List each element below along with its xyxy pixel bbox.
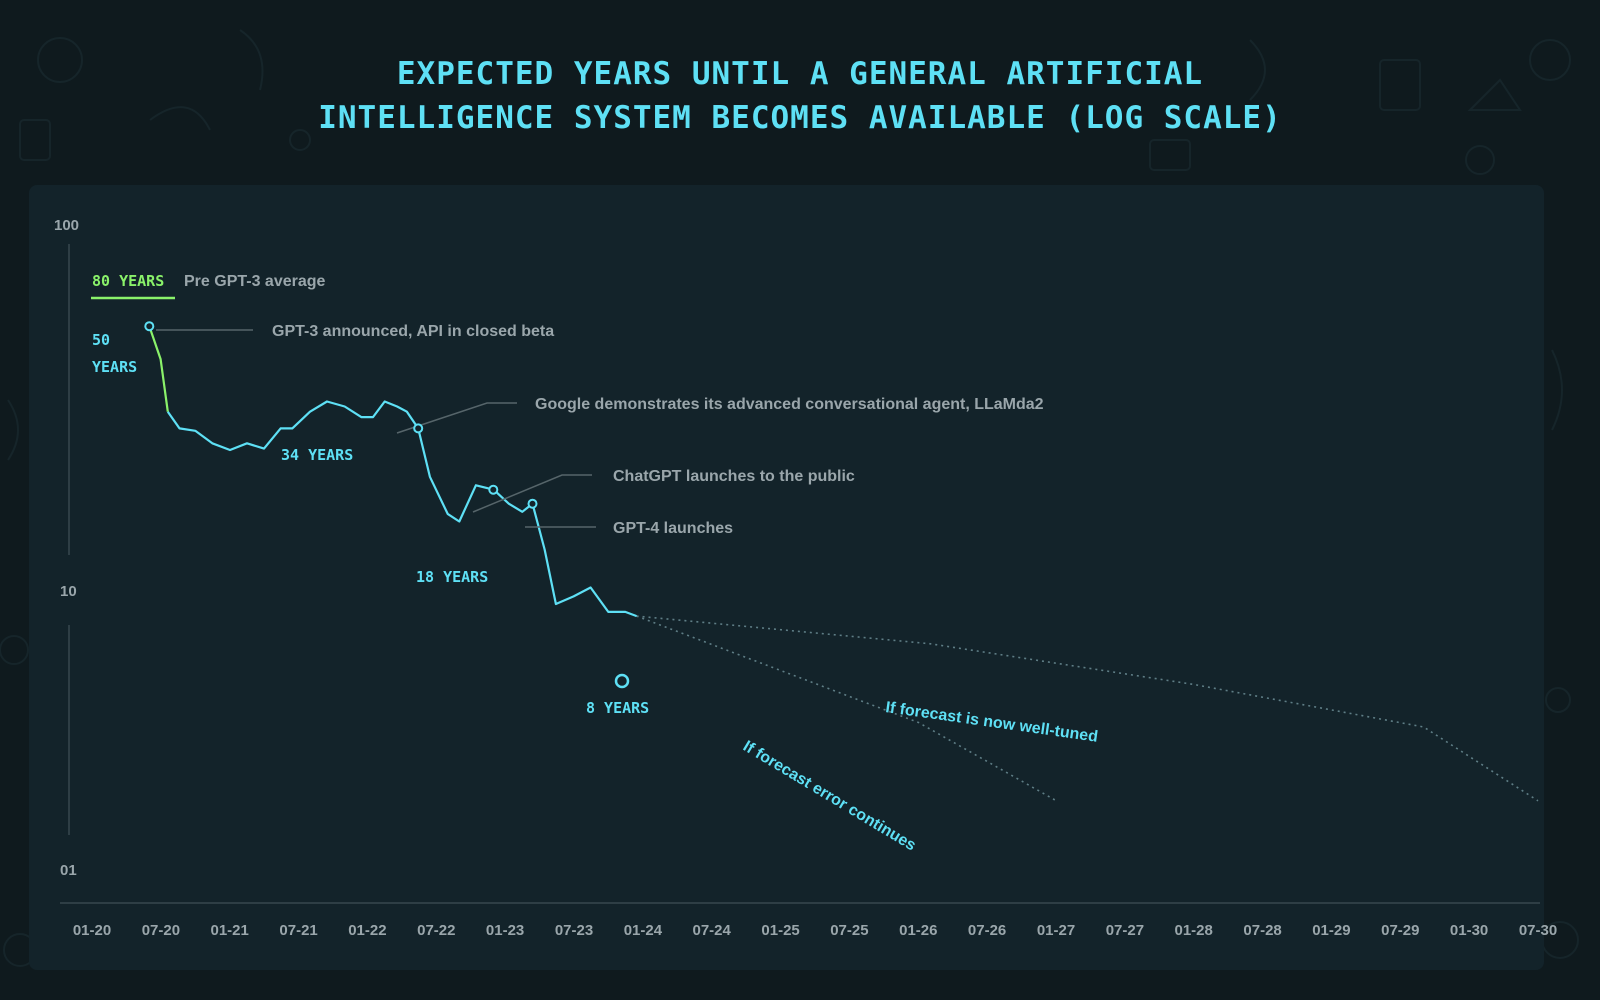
current-value-marker — [614, 673, 630, 689]
x-tick-label: 07-27 — [1106, 922, 1144, 939]
chart-panel — [29, 185, 1544, 970]
legend-value: 80 YEARS — [92, 272, 164, 290]
annotation-leaders — [156, 329, 596, 528]
x-tick-label: 07-28 — [1243, 922, 1281, 939]
forecast-well-tuned-line — [636, 615, 1539, 802]
value-label-50: 50 — [92, 331, 110, 349]
value-label-8: 8 YEARS — [586, 699, 649, 717]
leader-llamda — [396, 402, 517, 434]
x-tick-label: 01-26 — [899, 922, 937, 939]
x-tick-label: 07-23 — [555, 922, 593, 939]
x-tick-label: 07-21 — [279, 922, 317, 939]
pre-gpt3-segment — [148, 325, 169, 412]
legend: 80 YEARS Pre GPT-3 average — [91, 272, 326, 300]
annotation-gpt4: GPT-4 launches — [613, 520, 733, 537]
forecast-error-continues-line — [636, 615, 1057, 802]
annotation-gpt3: GPT-3 announced, API in closed beta — [272, 323, 554, 340]
leader-chatgpt — [472, 474, 592, 513]
chart-title: EXPECTED YEARS UNTIL A GENERAL ARTIFICIA… — [0, 52, 1600, 140]
expected-years-line — [166, 400, 637, 618]
x-tick-label: 01-20 — [73, 922, 111, 939]
x-tick-label: 01-27 — [1037, 922, 1075, 939]
x-tick-label: 01-25 — [761, 922, 799, 939]
annotation-llamda: Google demonstrates its advanced convers… — [535, 396, 1044, 413]
annotation-chatgpt: ChatGPT launches to the public — [613, 468, 855, 485]
x-tick-label: 07-24 — [693, 922, 732, 939]
x-tick-label: 01-28 — [1175, 922, 1213, 939]
x-tick-label: 01-21 — [211, 922, 249, 939]
chart-title-line-1: EXPECTED YEARS UNTIL A GENERAL ARTIFICIA… — [396, 56, 1204, 92]
x-tick-label: 01-23 — [486, 922, 524, 939]
x-tick-label: 07-20 — [142, 922, 180, 939]
x-tick-label: 07-29 — [1381, 922, 1419, 939]
value-label-50-years: YEARS — [92, 358, 137, 376]
forecast-well-tuned-label: If forecast is now well-tuned — [884, 699, 1099, 746]
event-marker — [413, 423, 424, 434]
x-tick-label: 01-29 — [1312, 922, 1350, 939]
y-tick-label-10: 10 — [60, 583, 77, 600]
x-tick-label: 07-30 — [1519, 922, 1557, 939]
event-markers — [144, 321, 538, 509]
forecast-error-continues-label: If forecast error continues — [740, 738, 919, 855]
x-tick-label: 07-26 — [968, 922, 1006, 939]
legend-label: Pre GPT-3 average — [184, 273, 326, 290]
chart-title-line-2: INTELLIGENCE SYSTEM BECOMES AVAILABLE (L… — [318, 100, 1282, 136]
x-tick-label: 07-22 — [417, 922, 455, 939]
x-tick-label: 01-24 — [624, 922, 663, 939]
x-tick-label: 01-22 — [348, 922, 386, 939]
event-marker — [527, 498, 538, 509]
y-tick-label-100: 100 — [54, 217, 79, 234]
x-tick-labels: 01-20 07-20 01-21 07-21 01-22 07-22 01-23 07-23… — [73, 922, 1557, 939]
event-marker — [144, 321, 155, 332]
x-tick-label: 01-30 — [1450, 922, 1488, 939]
value-label-34: 34 YEARS — [281, 446, 353, 464]
event-marker — [488, 484, 499, 495]
value-label-18: 18 YEARS — [416, 568, 488, 586]
y-tick-label-1: 01 — [60, 862, 77, 879]
x-tick-label: 07-25 — [830, 922, 868, 939]
